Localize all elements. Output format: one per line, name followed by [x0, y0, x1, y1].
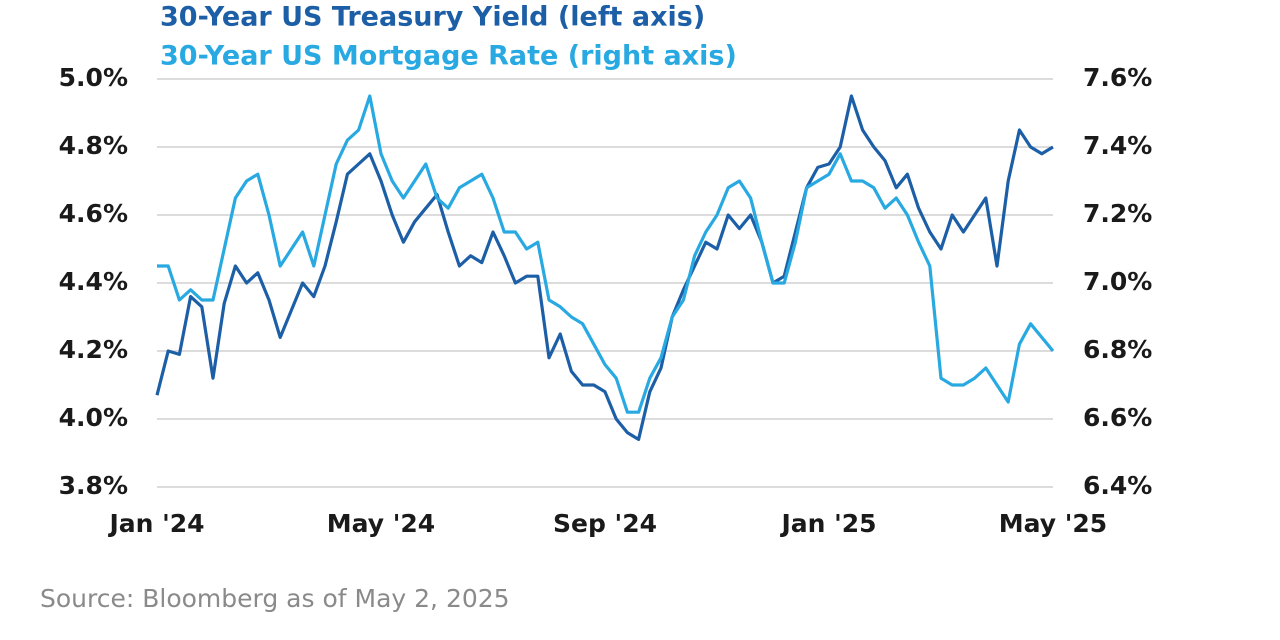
y-tick-label: 4.8% — [59, 131, 128, 160]
y-tick-label: 4.2% — [59, 335, 128, 364]
y2-tick-label: 7.4% — [1083, 131, 1152, 160]
y-tick-label: 5.0% — [59, 63, 128, 92]
y2-tick-label: 7.2% — [1083, 199, 1152, 228]
x-tick-label: May '25 — [999, 509, 1107, 538]
y2-tick-label: 7.6% — [1083, 63, 1152, 92]
y2-tick-label: 6.6% — [1083, 403, 1152, 432]
series-line — [155, 94, 1054, 441]
legend-entry: 30-Year US Treasury Yield (left axis) — [160, 2, 705, 33]
x-tick-label: Jan '25 — [779, 509, 876, 538]
y-tick-label: 3.8% — [59, 471, 128, 500]
legend-entry: 30-Year US Mortgage Rate (right axis) — [160, 41, 737, 72]
x-tick-label: Jan '24 — [107, 509, 204, 538]
y-tick-label: 4.0% — [59, 403, 128, 432]
x-tick-label: May '24 — [327, 509, 435, 538]
y2-tick-label: 7.0% — [1083, 267, 1152, 296]
y2-tick-label: 6.8% — [1083, 335, 1152, 364]
y2-tick-label: 6.4% — [1083, 471, 1152, 500]
y-tick-label: 4.4% — [59, 267, 128, 296]
series-line — [157, 94, 1055, 414]
x-tick-label: Sep '24 — [553, 509, 657, 538]
y-tick-label: 4.6% — [59, 199, 128, 228]
source-note: Source: Bloomberg as of May 2, 2025 — [40, 584, 510, 613]
